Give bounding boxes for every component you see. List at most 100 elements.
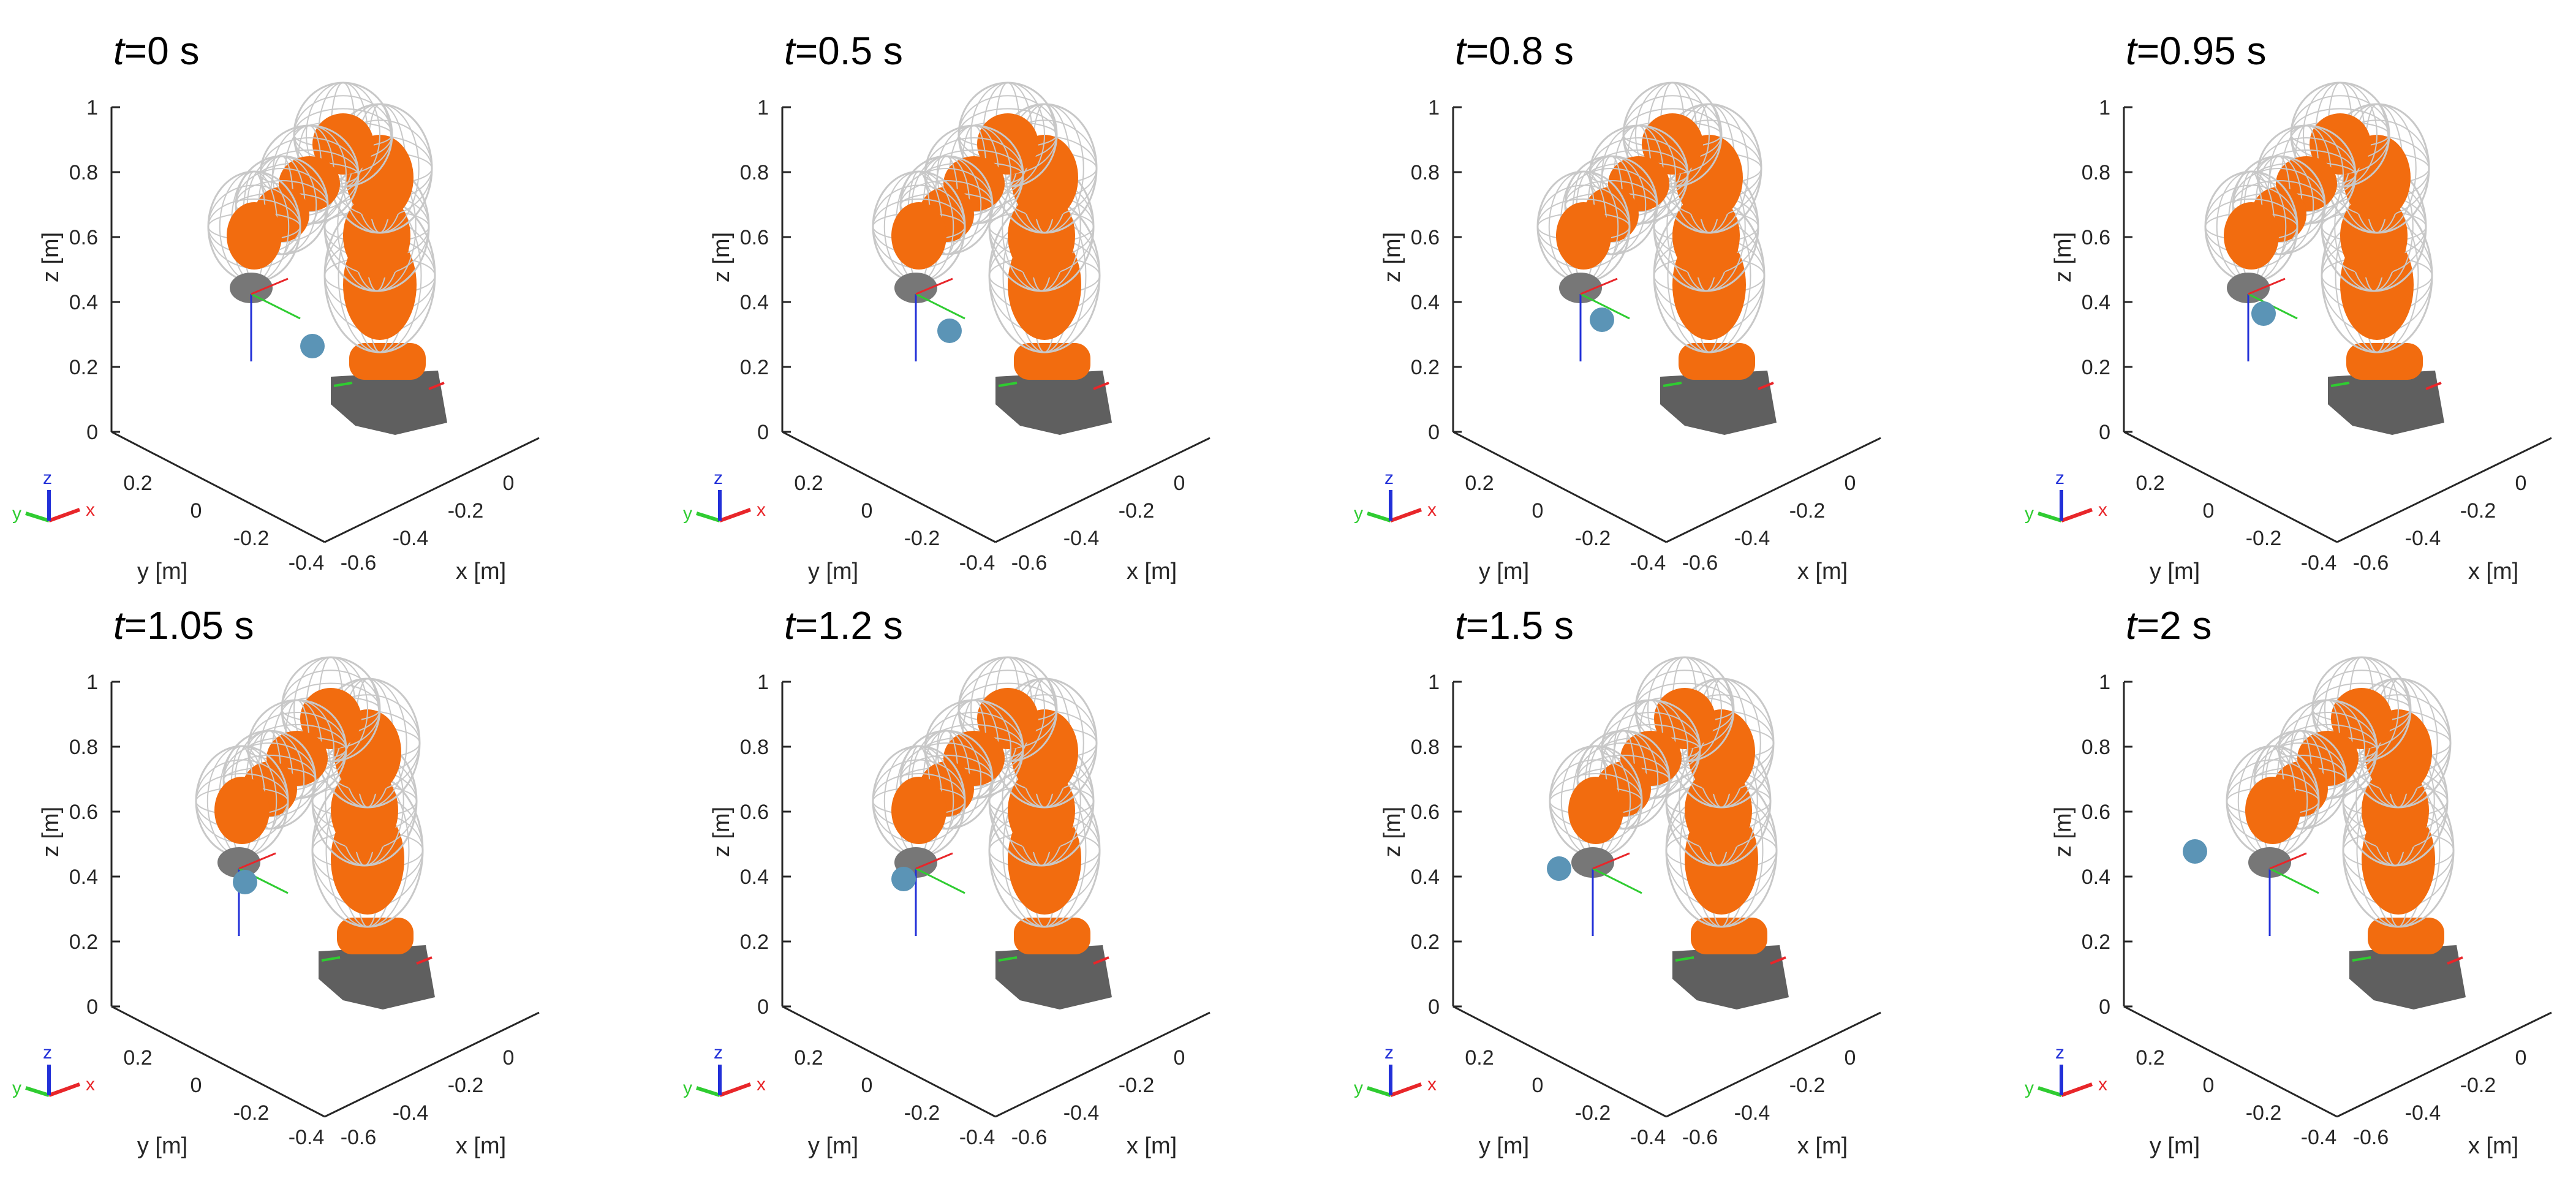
tool-frame-x: [251, 277, 289, 295]
z-axis-label: z [m]: [2050, 232, 2076, 282]
x-tick-label: -0.6: [1011, 551, 1048, 575]
y-tick-label: 0: [191, 1074, 202, 1097]
y-tick-label: -0.4: [959, 1126, 995, 1149]
y-tick-label: -0.2: [2246, 527, 2282, 550]
x-axis-label: x [m]: [456, 559, 506, 584]
z-tick-label: 0.8: [2082, 736, 2110, 759]
triad-y-arrow: [25, 1086, 50, 1097]
y-axis-line: [782, 1005, 996, 1118]
triad-x-label: x: [757, 500, 766, 520]
triad-x-label: x: [86, 1074, 95, 1095]
z-tick-label: 0.2: [2082, 930, 2110, 954]
x-tick-label: -0.2: [1119, 499, 1155, 523]
z-tick-label: 0.8: [1411, 736, 1440, 759]
y-tick-label: -0.2: [233, 527, 270, 550]
x-tick-label: -0.4: [2405, 1101, 2441, 1125]
coordinate-triad: x y z: [1354, 1043, 1437, 1098]
y-tick-label: 0: [2203, 1074, 2215, 1097]
time-variable: t: [113, 29, 126, 73]
triad-y-arrow: [2038, 1086, 2062, 1097]
z-tick-label: 0.4: [740, 866, 769, 889]
robot-arm: [1549, 656, 1789, 1009]
x-axis-label: x [m]: [2468, 1133, 2518, 1159]
robot-base: [995, 371, 1112, 435]
y-tick-label: -0.4: [2301, 1126, 2337, 1149]
z-tick-label: 0.8: [69, 736, 98, 759]
x-tick-label: -0.2: [1789, 1074, 1826, 1097]
y-axis-label: y [m]: [1479, 1133, 1529, 1159]
robot-link-7: [2245, 777, 2300, 844]
x-tick-label: -0.2: [448, 499, 484, 523]
x-axis-line: [2336, 1011, 2552, 1118]
z-tick-label: 1: [757, 671, 769, 694]
tool-frame-y: [2269, 867, 2319, 894]
time-variable: t: [784, 29, 796, 73]
y-tick-label: -0.4: [1630, 1126, 1666, 1149]
triad-x-label: x: [1427, 1074, 1437, 1095]
coordinate-triad: x y z: [2025, 1043, 2107, 1098]
coordinate-triad: x y z: [1354, 468, 1437, 524]
z-axis-label: z [m]: [38, 807, 64, 857]
triad-z-label: z: [2055, 468, 2064, 488]
triad-x-arrow: [2060, 1082, 2093, 1097]
tool-frame-x: [2269, 852, 2307, 870]
z-tick-label: 0.6: [69, 226, 98, 249]
triad-y-label: y: [12, 1078, 21, 1098]
x-tick-label: -0.4: [393, 1101, 429, 1125]
tool-frame-x: [238, 852, 276, 870]
wireframe-hull-meridian: [306, 82, 380, 187]
z-tick-label: 0.6: [1411, 801, 1440, 824]
triad-y-arrow: [696, 1086, 720, 1097]
time-variable: t: [1455, 29, 1467, 73]
robot-base: [331, 371, 447, 435]
base-frame-x: [1093, 956, 1109, 965]
triad-z-label: z: [43, 1043, 52, 1063]
robot-flange: [230, 273, 273, 303]
z-tick-label: 0.6: [69, 801, 98, 824]
tool-frame-y: [251, 293, 301, 320]
time-value: =1.5 s: [1466, 603, 1574, 647]
y-tick-label: -0.4: [2301, 551, 2337, 575]
z-axis-label: z [m]: [38, 232, 64, 282]
triad-x-arrow: [48, 508, 81, 523]
triad-x-label: x: [757, 1074, 766, 1095]
base-frame-y: [321, 956, 341, 962]
z-tick-label: 0: [1428, 421, 1440, 444]
time-value: =2 s: [2137, 603, 2212, 647]
z-axis-label: z [m]: [1380, 232, 1405, 282]
x-tick-label: 0: [2515, 1046, 2527, 1070]
triad-y-arrow: [1367, 1086, 1391, 1097]
x-axis-label: x [m]: [456, 1133, 506, 1159]
robot-base: [1660, 371, 1777, 435]
panel-6: t=1.2 s 0 0.2 0.4 0.6 0.8 1 z [m] 0.2 0 -0.2 -0.4 y …: [683, 603, 1211, 1159]
robot-joint-1: [1014, 918, 1090, 954]
z-tick-label: 0.6: [1411, 226, 1440, 249]
robot-joint-1: [1679, 343, 1755, 380]
y-tick-label: -0.4: [289, 551, 325, 575]
time-variable: t: [113, 603, 126, 647]
robot-joint-1: [2346, 343, 2423, 380]
y-tick-label: -0.2: [904, 1101, 940, 1125]
y-axis-line: [1452, 1005, 1667, 1118]
wireframe-hull-meridian: [293, 657, 368, 762]
triad-z-label: z: [43, 468, 52, 488]
base-frame-y: [333, 382, 353, 387]
y-tick-label: -0.4: [1630, 551, 1666, 575]
obstacle-ball: [1590, 308, 1614, 332]
panel-title: t=1.5 s: [1455, 603, 1574, 647]
panel-title: t=0.95 s: [2126, 29, 2267, 73]
robot-link-7: [891, 202, 946, 270]
obstacle-ball: [2251, 301, 2276, 326]
x-tick-label: -0.6: [2353, 551, 2389, 575]
triad-x-arrow: [1389, 1082, 1422, 1097]
y-tick-label: 0.2: [123, 472, 152, 495]
robot-joint-1: [1014, 343, 1090, 380]
robot-joint-1: [2368, 918, 2444, 954]
x-tick-label: 0: [503, 1046, 515, 1070]
x-tick-label: -0.2: [2460, 1074, 2496, 1097]
triad-x-label: x: [2098, 500, 2107, 520]
triad-y-arrow: [1367, 511, 1391, 523]
z-tick-label: 0: [757, 421, 769, 444]
triad-y-label: y: [1354, 504, 1363, 524]
base-frame-x: [1093, 382, 1109, 390]
